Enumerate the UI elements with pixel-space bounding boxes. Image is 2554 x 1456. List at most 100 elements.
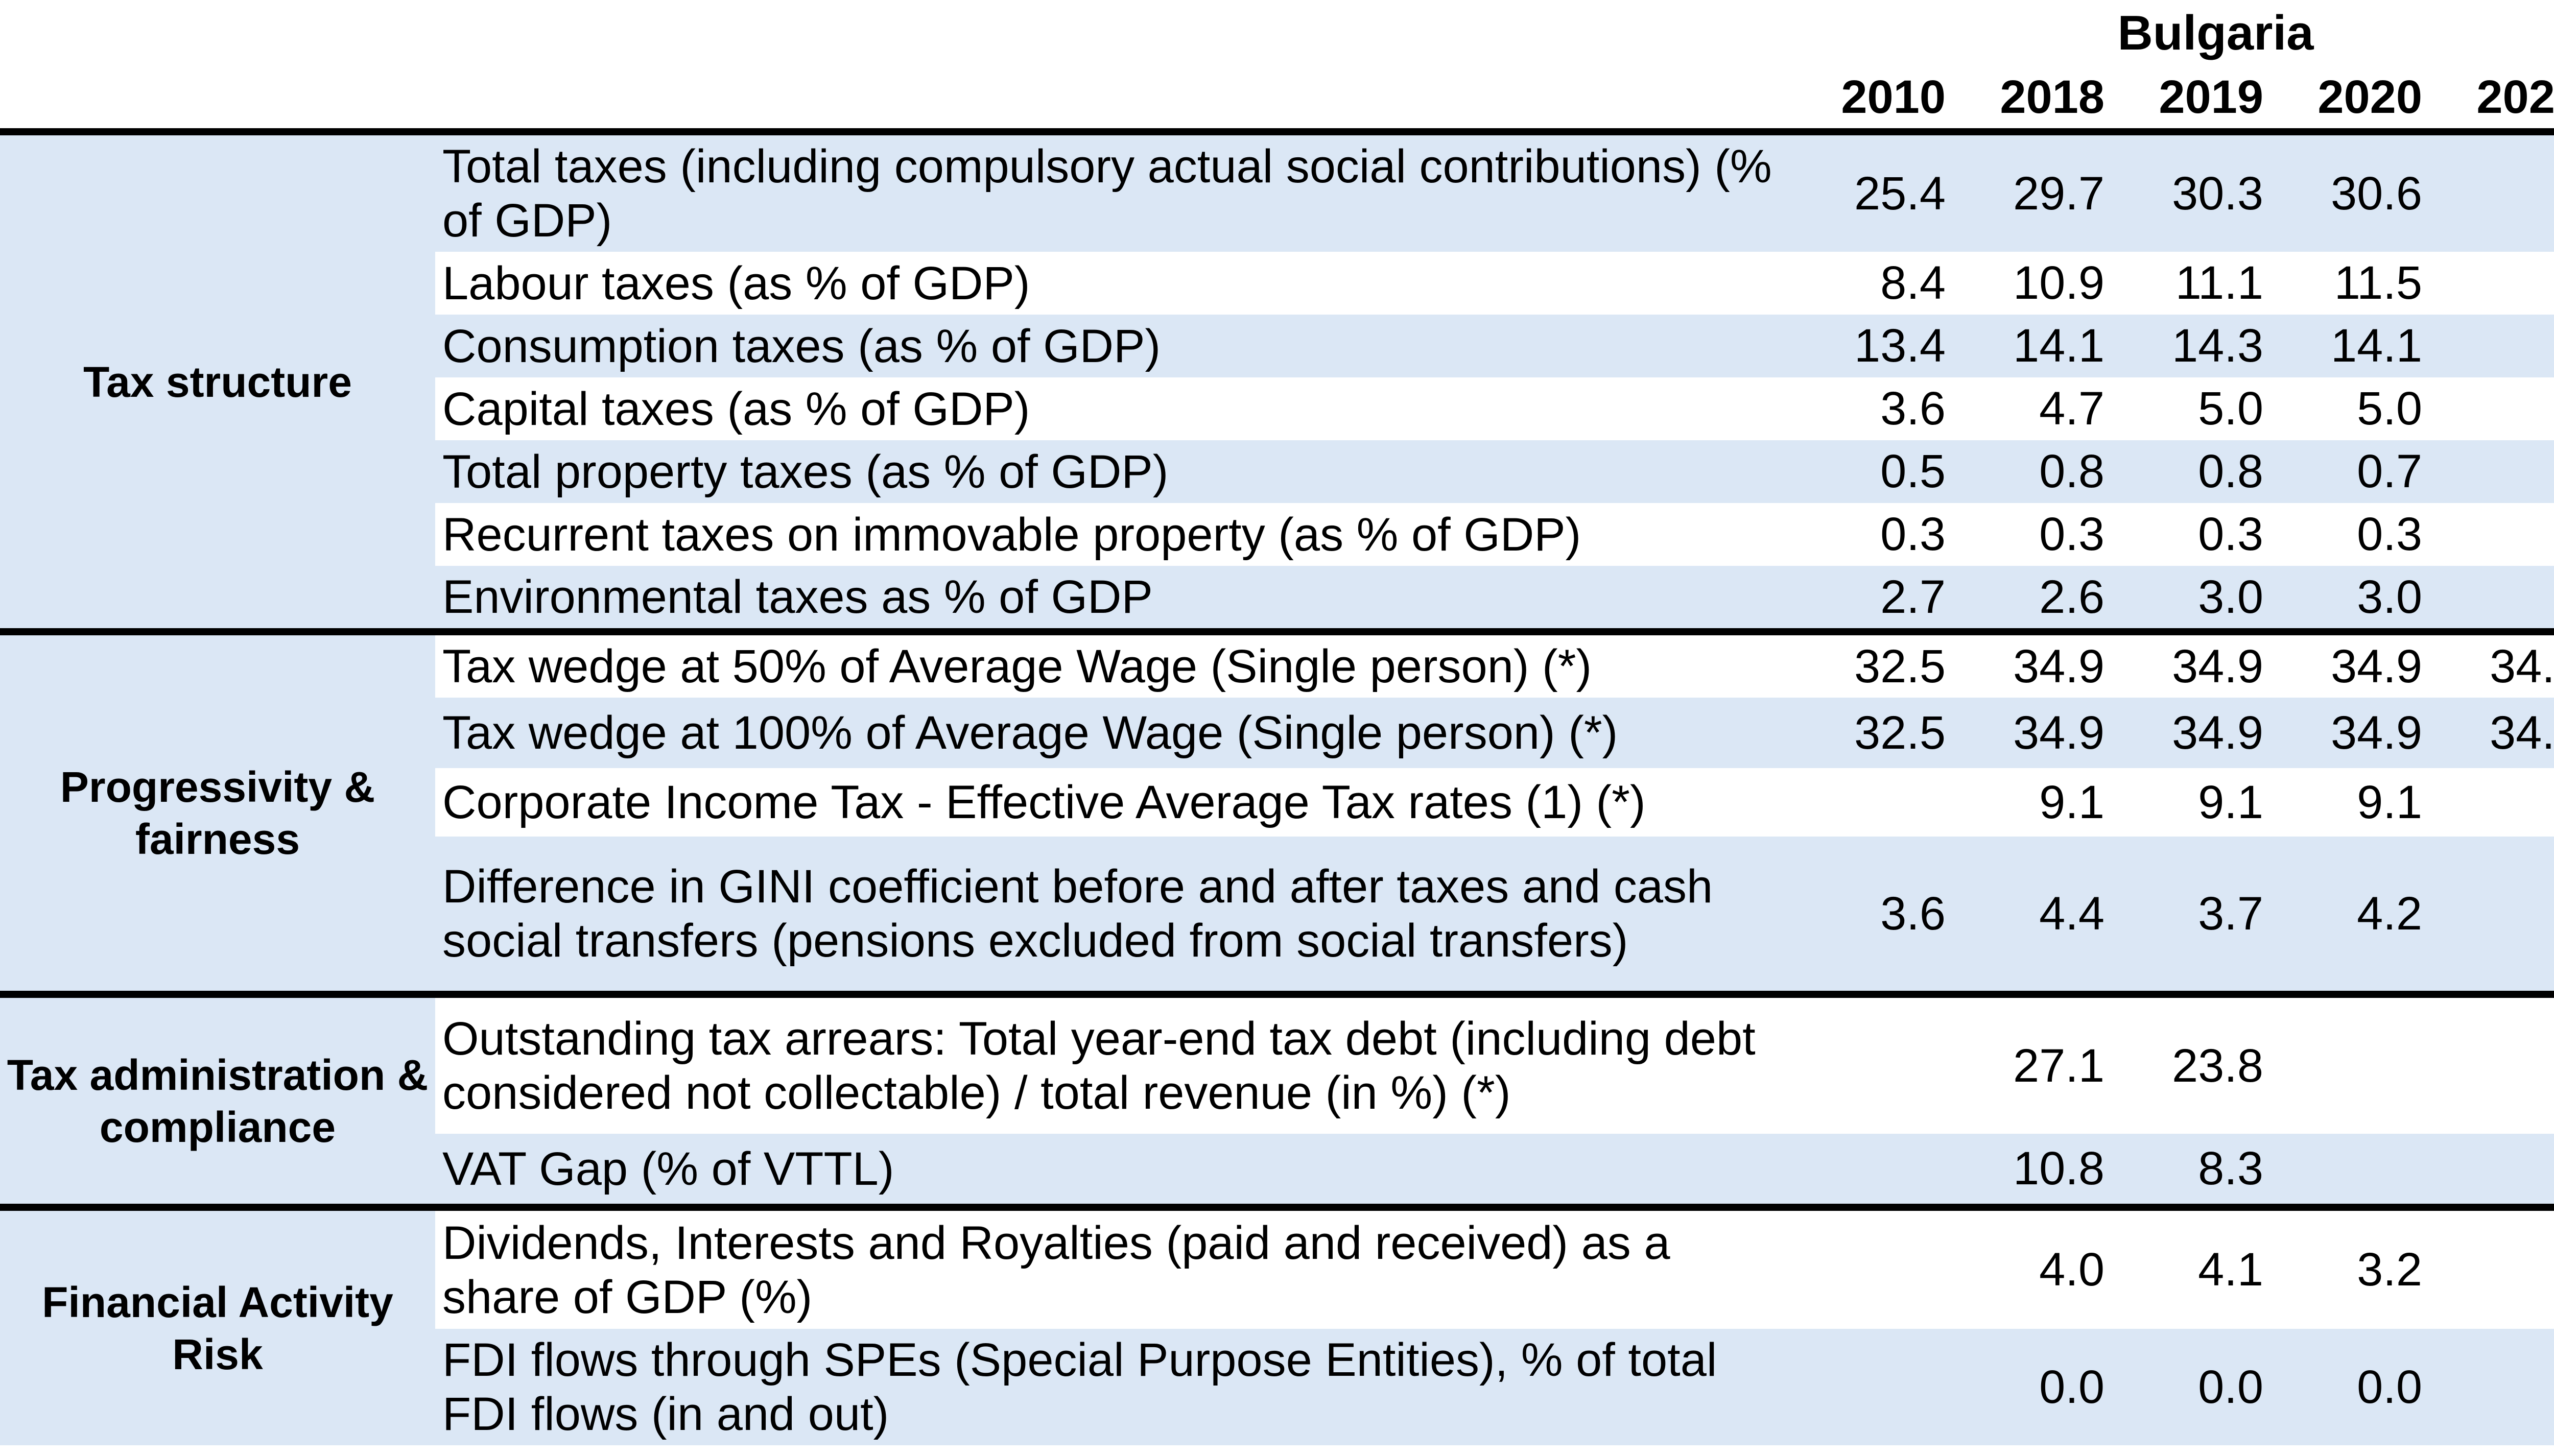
value-cell: [1818, 768, 1977, 837]
group-label: Progressivity & fairness: [0, 628, 435, 994]
value-cell: 29.7: [1977, 128, 2136, 252]
value-cell: 3.6: [1818, 837, 1977, 994]
value-cell: 14.1: [2295, 315, 2454, 377]
value-cell: 32.5: [1818, 628, 1977, 698]
value-cell: 4.2: [2295, 837, 2454, 994]
value-cell: 34.9: [2136, 698, 2295, 768]
value-cell: 4.4: [1977, 837, 2136, 994]
year-header: 2010: [1818, 66, 1977, 135]
value-cell: 11.5: [2295, 252, 2454, 315]
value-cell: 0.3: [2136, 503, 2295, 566]
indicator-label: Tax wedge at 100% of Average Wage (Singl…: [435, 698, 1818, 768]
value-cell: 4.0: [1977, 1204, 2136, 1329]
table-row: Consumption taxes (as % of GDP) 13.4 14.1 1…: [0, 315, 2554, 377]
value-cell: 4.7: [1977, 377, 2136, 440]
value-cell: 25.4: [1818, 128, 1977, 252]
table-row: Capital taxes (as % of GDP)3.64.75.05.07…: [0, 377, 2554, 440]
value-cell: [2295, 991, 2454, 1134]
value-cell: [1818, 1329, 1977, 1445]
value-cell: 5.0: [2295, 377, 2454, 440]
value-cell: [2454, 1134, 2554, 1207]
value-cell: [2454, 1329, 2554, 1445]
value-cell: [2454, 991, 2554, 1134]
indicator-label: Recurrent taxes on immovable property (a…: [435, 503, 1818, 566]
year-header-row: 2010201820192020202120102018201920202021: [0, 66, 2554, 135]
group-label: Tax administration & compliance: [0, 991, 435, 1207]
value-cell: 9.1: [2295, 768, 2454, 837]
value-cell: 30.3: [2136, 128, 2295, 252]
value-cell: [2454, 440, 2554, 503]
value-cell: [2454, 503, 2554, 566]
value-cell: 8.3: [2136, 1134, 2295, 1207]
value-cell: 34.9: [2454, 628, 2554, 698]
value-cell: [2454, 128, 2554, 252]
table-row: Total property taxes (as % of GDP) 0.5 0.8…: [0, 440, 2554, 503]
value-cell: 10.8: [1977, 1134, 2136, 1207]
indicator-label: Dividends, Interests and Royalties (paid…: [435, 1204, 1818, 1329]
value-cell: 0.0: [1977, 1329, 2136, 1445]
indicator-label: Consumption taxes (as % of GDP): [435, 315, 1818, 377]
value-cell: [1818, 1134, 1977, 1207]
indicator-label: Total property taxes (as % of GDP): [435, 440, 1818, 503]
country-group-header-row: Bulgaria EU-27: [0, 0, 2554, 66]
table-row: Financial Activity Risk Dividends, Intere…: [0, 1204, 2554, 1445]
value-cell: 3.7: [2136, 837, 2295, 994]
value-cell: 34.9: [1977, 628, 2136, 698]
value-cell: 0.3: [2295, 503, 2454, 566]
group-label: Tax structure: [0, 128, 435, 632]
header-blank-cell: [0, 0, 1818, 66]
table-body: Tax structure Total taxes (including comp…: [0, 128, 2554, 1445]
year-header: 2020: [2295, 66, 2454, 135]
value-cell: [2454, 1204, 2554, 1329]
value-cell: 4.1: [2136, 1204, 2295, 1329]
table-row: FDI flows through SPEs (Special Purpose …: [0, 1329, 2554, 1445]
value-cell: 3.6: [1818, 377, 1977, 440]
year-header: 2019: [2136, 66, 2295, 135]
value-cell: 3.2: [2295, 1204, 2454, 1329]
header-blank-cell: [0, 66, 1818, 135]
country-group-header-bulgaria: Bulgaria: [1818, 0, 2554, 66]
indicator-label: Total taxes (including compulsory actual…: [435, 128, 1818, 252]
year-header: 2021: [2454, 66, 2554, 135]
value-cell: 0.8: [1977, 440, 2136, 503]
value-cell: 2.6: [1977, 566, 2136, 632]
value-cell: 9.1: [2136, 768, 2295, 837]
value-cell: [2454, 315, 2554, 377]
indicator-label: FDI flows through SPEs (Special Purpose …: [435, 1329, 1818, 1445]
value-cell: 34.9: [2454, 698, 2554, 768]
value-cell: [1818, 1204, 1977, 1329]
value-cell: 34.9: [2136, 628, 2295, 698]
indicator-label: VAT Gap (% of VTTL): [435, 1134, 1818, 1207]
value-cell: [2454, 566, 2554, 632]
year-header: 2018: [1977, 66, 2136, 135]
value-cell: 30.6: [2295, 128, 2454, 252]
value-cell: 3.0: [2295, 566, 2454, 632]
table-row: VAT Gap (% of VTTL)10.88.311.210.5: [0, 1134, 2554, 1207]
value-cell: 0.0: [2136, 1329, 2295, 1445]
table-row: Recurrent taxes on immovable property (a…: [0, 503, 2554, 566]
value-cell: 3.0: [2136, 566, 2295, 632]
indicator-label: Outstanding tax arrears: Total year-end …: [435, 991, 1818, 1134]
value-cell: 34.9: [2295, 698, 2454, 768]
value-cell: 13.4: [1818, 315, 1977, 377]
value-cell: [2454, 837, 2554, 994]
value-cell: 23.8: [2136, 991, 2295, 1134]
table-row: Tax wedge at 100% of Average Wage (Singl…: [0, 698, 2554, 768]
indicator-label: Environmental taxes as % of GDP: [435, 566, 1818, 632]
value-cell: [2454, 768, 2554, 837]
value-cell: 2.7: [1818, 566, 1977, 632]
group-label: Financial Activity Risk: [0, 1204, 435, 1445]
value-cell: 0.7: [2295, 440, 2454, 503]
value-cell: 5.0: [2136, 377, 2295, 440]
value-cell: 14.3: [2136, 315, 2295, 377]
table-row: Corporate Income Tax - Effective Average…: [0, 768, 2554, 837]
indicator-label: Capital taxes (as % of GDP): [435, 377, 1818, 440]
value-cell: 11.1: [2136, 252, 2295, 315]
value-cell: 8.4: [1818, 252, 1977, 315]
value-cell: 14.1: [1977, 315, 2136, 377]
value-cell: 9.1: [1977, 768, 2136, 837]
value-cell: 0.0: [2295, 1329, 2454, 1445]
table-row: Labour taxes (as % of GDP) 8.4 10.9 11.1 11.…: [0, 252, 2554, 315]
table-row: Difference in GINI coefficient before an…: [0, 837, 2554, 994]
